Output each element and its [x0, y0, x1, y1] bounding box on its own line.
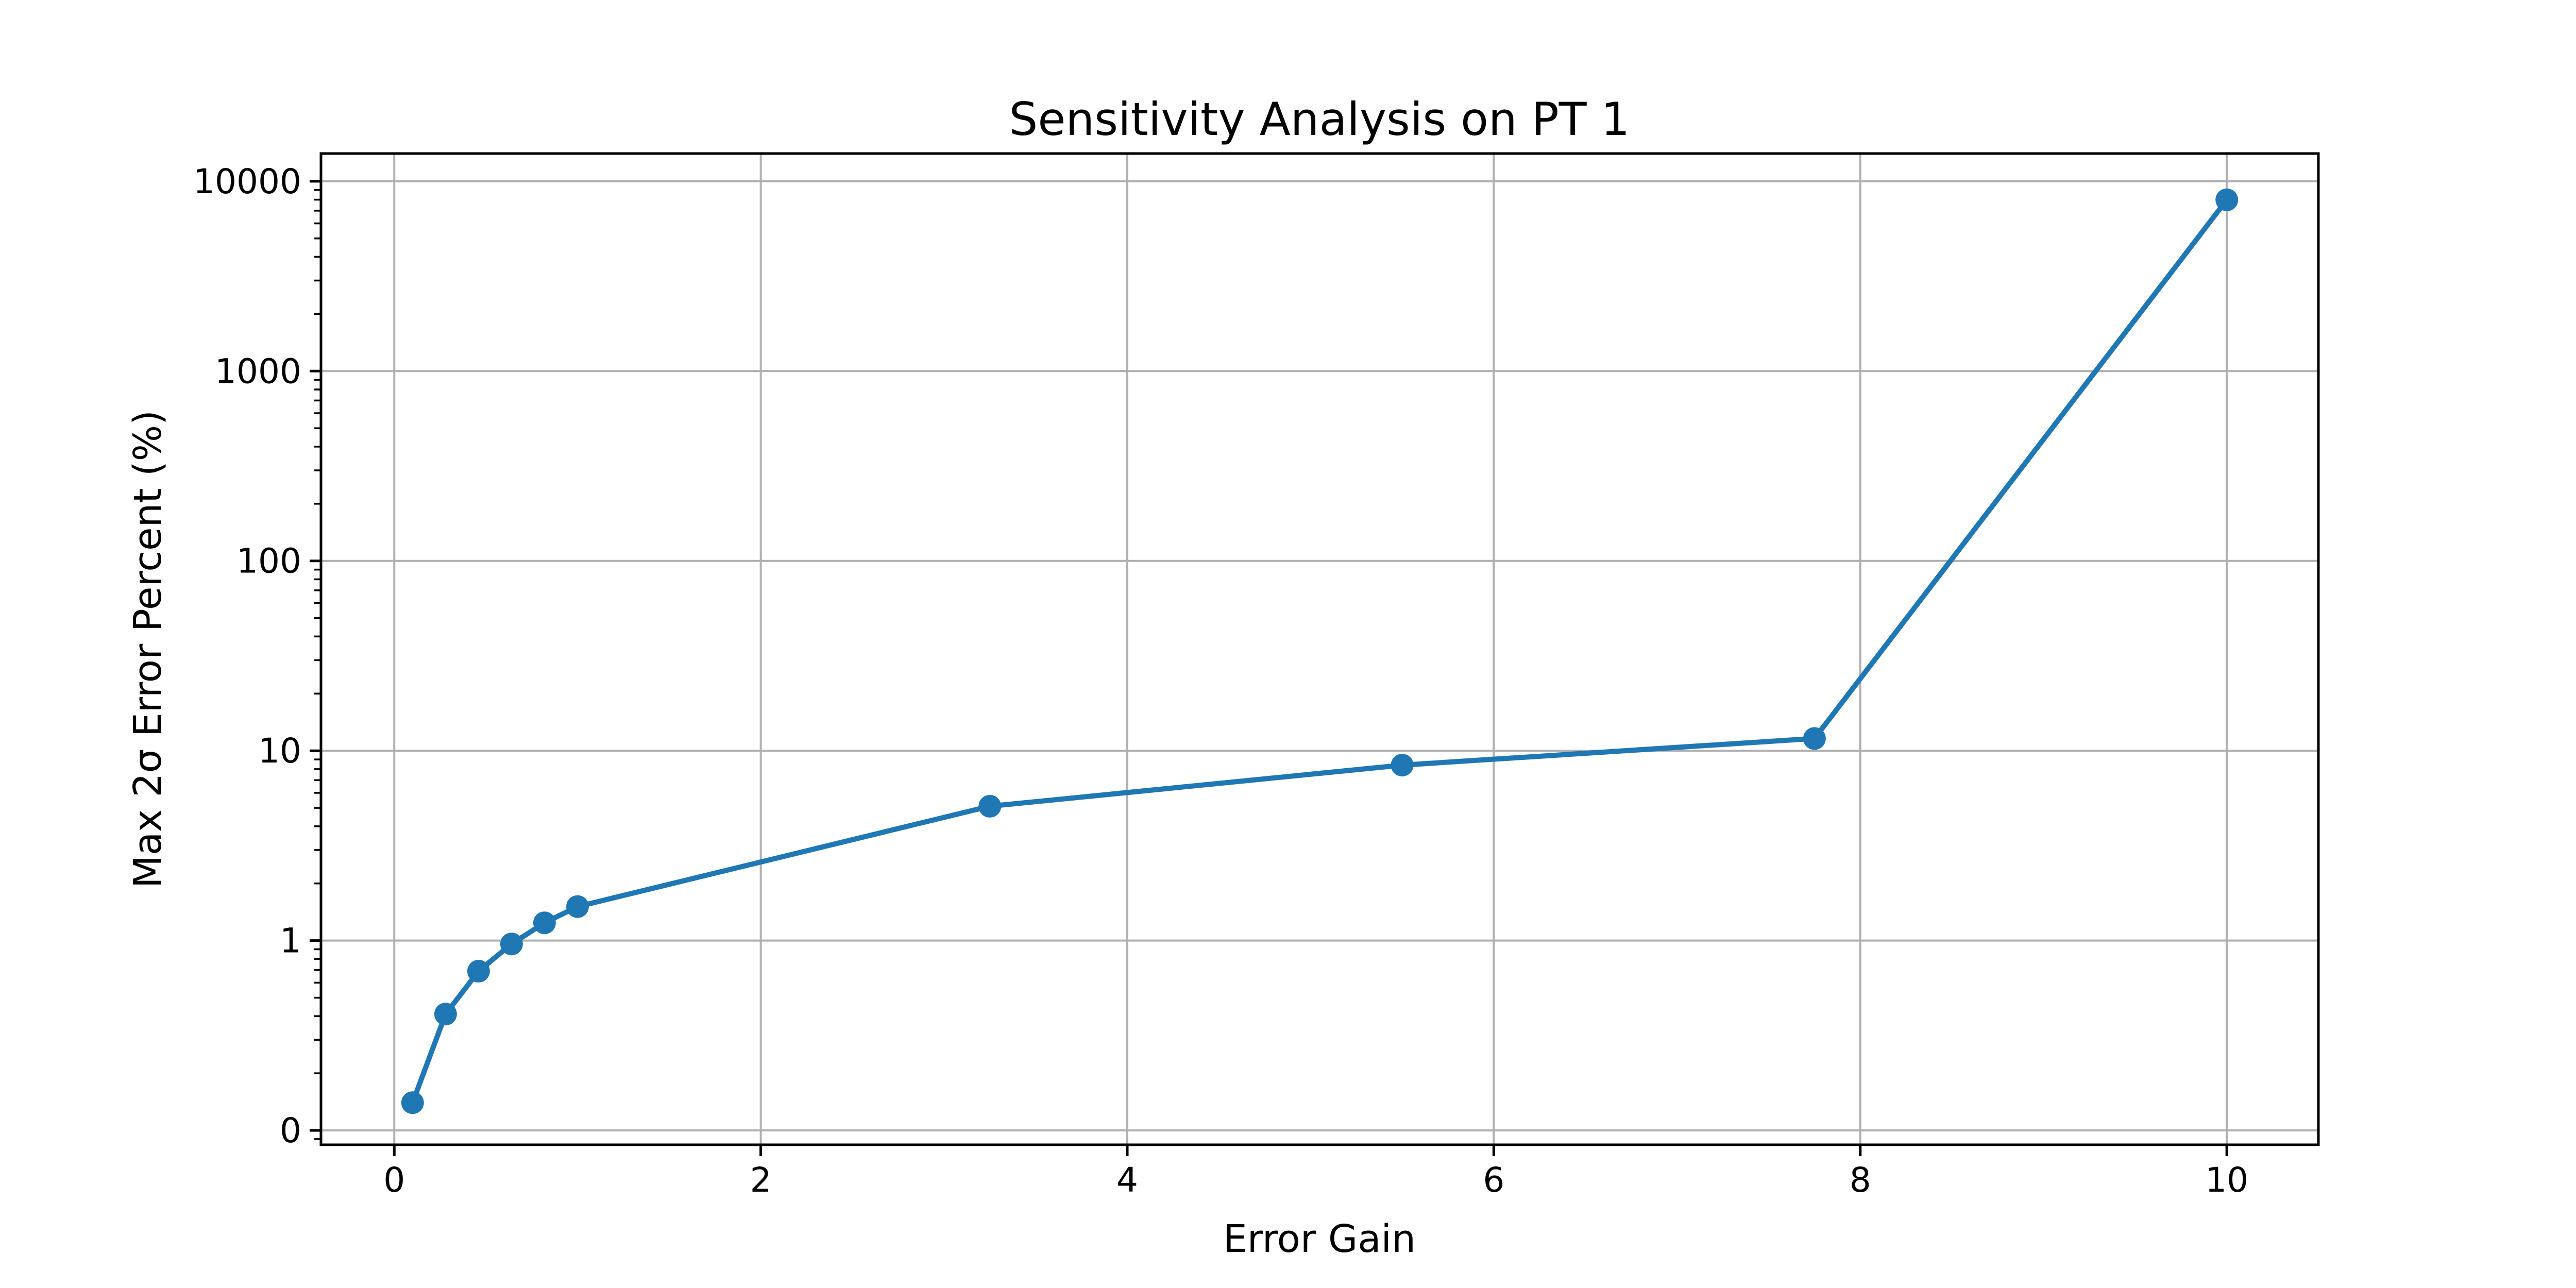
- chart-title: Sensitivity Analysis on PT 1: [1009, 93, 1630, 146]
- data-point: [533, 911, 556, 935]
- data-point: [434, 1003, 457, 1026]
- data-point: [566, 895, 589, 918]
- spine-layer: [319, 152, 2320, 1146]
- plot-border: [319, 152, 2320, 1146]
- y-tick-label: 10: [258, 731, 301, 771]
- y-tick-label: 10000: [193, 162, 301, 201]
- data-point: [500, 933, 523, 956]
- y-tick-label: 100: [236, 541, 301, 581]
- data-point: [1391, 754, 1414, 777]
- x-tick-label: 0: [383, 1160, 405, 1200]
- data-point: [2215, 188, 2239, 211]
- data-line: [410, 197, 2230, 1106]
- x-tick-label: 10: [2205, 1160, 2248, 1200]
- y-tick-label: 1000: [215, 351, 301, 391]
- grid-layer: [321, 154, 2318, 1145]
- data-point: [1803, 727, 1826, 750]
- x-tick-label: 6: [1483, 1160, 1504, 1200]
- x-tick-label: 8: [1850, 1160, 1871, 1200]
- x-axis-label: Error Gain: [1223, 1217, 1416, 1261]
- x-tick-label: 4: [1116, 1160, 1138, 1200]
- x-tick-label: 2: [750, 1160, 772, 1200]
- y-tick-label: 1: [280, 921, 301, 961]
- data-point: [978, 794, 1002, 818]
- y-tick-label: 0: [280, 1111, 301, 1150]
- series-layer: [401, 188, 2239, 1114]
- y-axis-label: Max 2σ Error Percent (%): [126, 410, 170, 888]
- data-point: [401, 1091, 424, 1114]
- data-point: [467, 960, 490, 982]
